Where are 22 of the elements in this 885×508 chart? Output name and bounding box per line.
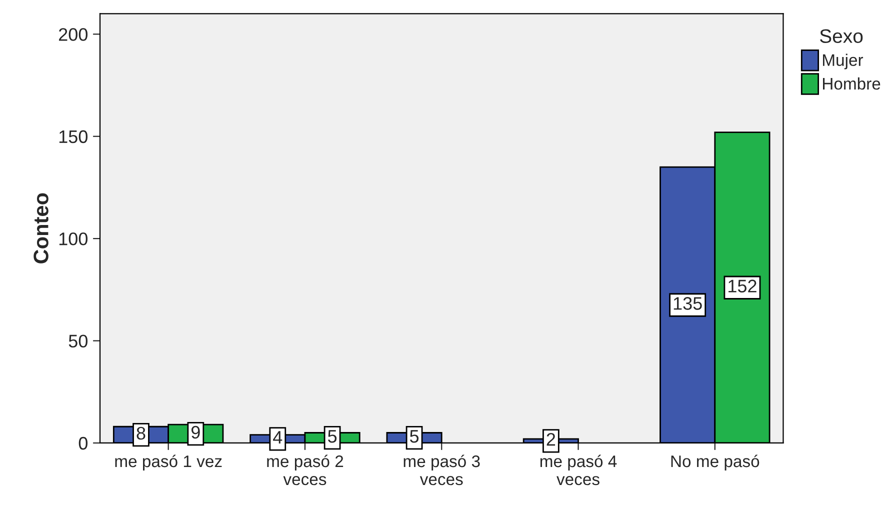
- data-label: 2: [546, 432, 556, 446]
- data-label: 9: [191, 426, 200, 439]
- y-tick-label: 200: [58, 28, 88, 41]
- y-tick-label: 0: [78, 436, 88, 450]
- x-tick-label: No me pasó: [671, 454, 760, 471]
- legend-label: Mujer: [823, 54, 864, 70]
- y-tick-label: 50: [68, 334, 88, 348]
- x-tick-label: me pasó 2 veces: [267, 454, 344, 486]
- x-tick-label: me pasó 4 veces: [540, 454, 617, 486]
- data-label: 5: [410, 430, 419, 443]
- y-axis-title: Conteo: [34, 193, 48, 264]
- x-tick-label: me pasó 3 veces: [404, 454, 480, 486]
- y-tick-label: 100: [59, 232, 88, 246]
- data-label: 152: [728, 280, 756, 292]
- x-tick-label: me pasó 1 vez: [115, 454, 222, 471]
- data-label: 8: [136, 426, 146, 440]
- legend-title: Sexo: [820, 29, 863, 43]
- y-tick-label: 150: [59, 130, 88, 144]
- data-label: 5: [328, 430, 337, 443]
- data-label: 135: [674, 297, 702, 310]
- data-label: 4: [273, 431, 282, 444]
- legend-label: Hombre: [823, 77, 880, 90]
